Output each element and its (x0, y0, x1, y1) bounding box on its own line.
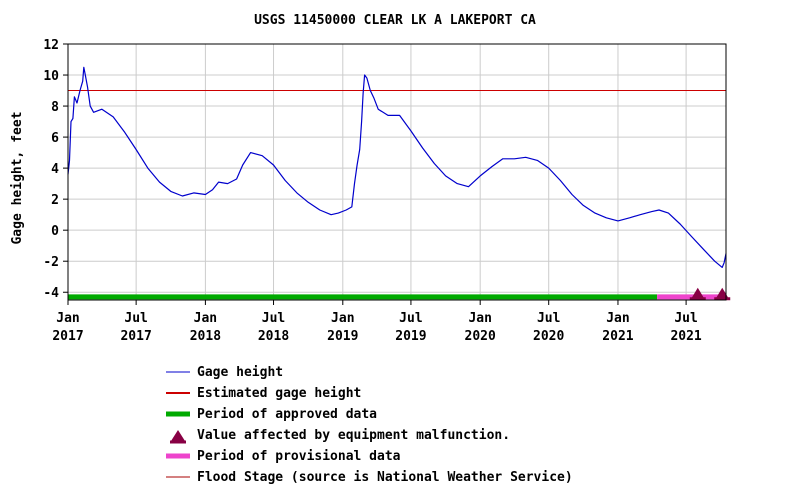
y-tick-label: -4 (43, 286, 59, 301)
y-tick-label: 0 (51, 224, 59, 239)
y-tick-label: 6 (51, 131, 59, 146)
y-tick-label: 10 (43, 69, 59, 84)
y-tick-label: 8 (51, 100, 59, 115)
x-tick-label-month: Jul (124, 311, 147, 326)
x-tick-label-year: 2018 (258, 329, 289, 344)
legend-label: Gage height (197, 365, 283, 380)
x-tick-label-year: 2019 (395, 329, 426, 344)
gage-height-series-line (67, 66, 727, 268)
x-tick-label-month: Jan (56, 311, 79, 326)
legend-label: Value affected by equipment malfunction. (197, 428, 510, 443)
x-tick-label-year: 2020 (465, 329, 496, 344)
chart-title: USGS 11450000 CLEAR LK A LAKEPORT CA (254, 13, 536, 28)
x-tick-label-year: 2021 (602, 329, 633, 344)
plot-frame (67, 43, 727, 301)
legend-label: Estimated gage height (197, 386, 361, 401)
x-tick-label-year: 2021 (670, 329, 701, 344)
plot-area: 12 10 8 6 4 2 0 -2 -4 Jan 2017 Jul 2017 Jan 2018 Jul 201… (43, 38, 731, 344)
x-tick-label-year: 2019 (327, 329, 358, 344)
y-tick-label: 4 (51, 162, 59, 177)
x-tick-label-month: Jul (537, 311, 560, 326)
x-tick-label-year: 2018 (190, 329, 221, 344)
x-tick-label-month: Jul (674, 311, 697, 326)
x-tick-label-year: 2017 (52, 329, 83, 344)
y-tick-label: -2 (43, 255, 59, 270)
x-tick-label-month: Jul (399, 311, 422, 326)
x-tick-label-month: Jan (606, 311, 629, 326)
legend-label: Flood Stage (source is National Weather … (197, 470, 573, 485)
legend-label: Period of approved data (197, 407, 377, 422)
y-tick-label: 2 (51, 193, 59, 208)
legend: Gage height Estimated gage height Period o… (166, 365, 573, 485)
x-tick-label-month: Jul (262, 311, 285, 326)
malfunction-marker (716, 287, 729, 298)
legend-swatch-malfunction (171, 430, 185, 441)
y-axis-label: Gage height, feet (10, 111, 25, 244)
malfunction-marker (691, 287, 704, 298)
y-tick-label: 12 (43, 38, 59, 53)
x-tick-label-year: 2017 (120, 329, 151, 344)
legend-label: Period of provisional data (197, 449, 401, 464)
x-tick-label-month: Jan (331, 311, 354, 326)
x-tick-label-month: Jan (468, 311, 491, 326)
x-tick-label-year: 2020 (533, 329, 564, 344)
x-tick-label-month: Jan (194, 311, 217, 326)
